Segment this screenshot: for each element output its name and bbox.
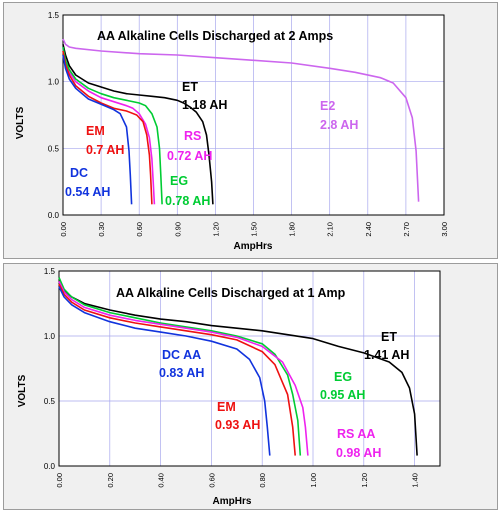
y-tick-label: 1.5 [48,11,60,20]
x-tick-label: 0.60 [207,473,216,488]
x-tick-label: 2.40 [364,222,373,237]
x-axis-label: AmpHrs [234,241,273,252]
annotation-label: 0.54 AH [65,185,110,199]
x-tick-label: 0.80 [258,473,267,488]
series-line-e2 [62,38,420,202]
annotation-label: EM [217,400,236,414]
x-tick-label: 0.30 [97,222,106,237]
y-tick-label: 0.0 [48,211,60,220]
annotation-label: EM [86,124,105,138]
x-tick-label: 1.40 [411,473,420,488]
plot-border [62,14,445,216]
series-line-rs-aa [58,281,309,456]
annotation-label: RS [184,129,201,143]
series-line-em [58,283,296,456]
series-line-em [62,50,153,205]
y-tick-label: 0.5 [48,144,60,153]
y-axis-label: VOLTS [15,106,26,139]
annotation-label: E2 [320,99,335,113]
x-tick-label: 0.40 [157,473,166,488]
series-line-et [58,281,418,456]
x-tick-label: 1.80 [288,222,297,237]
annotation-label: ET [381,330,397,344]
series-line-dc-aa [58,286,271,456]
annotation-label: EG [334,370,352,384]
annotation-label: EG [170,174,188,188]
x-tick-label: 0.90 [173,222,182,237]
annotation-label: 0.7 AH [86,143,124,157]
x-tick-label: 0.00 [55,473,64,488]
chart-title: AA Alkaline Cells Discharged at 2 Amps [97,29,333,43]
plot-border [58,270,441,467]
annotation-label: 1.18 AH [182,98,227,112]
annotation-label: DC [70,166,88,180]
chart-panel-1amp: 0.00 0.20 0.40 0.60 0.80 1.00 1.20 1.40 0.0 0.5 1.… [3,263,498,510]
annotation-label: ET [182,80,198,94]
annotation-label: 2.8 AH [320,118,358,132]
x-tick-label: 0.20 [106,473,115,488]
discharge-chart-1amp: 0.00 0.20 0.40 0.60 0.80 1.00 1.20 1.40 0.0 0.5 1.… [17,267,441,507]
y-tick-label: 0.0 [44,462,56,471]
y-tick-label: 1.0 [44,332,56,341]
chart-panel-2amp: 0.00 0.30 0.60 0.90 1.20 1.50 1.80 2.10 2.40 2.70… [3,2,498,259]
x-tick-label: 0.60 [135,222,144,237]
x-tick-label: 3.00 [440,222,449,237]
x-axis-label: AmpHrs [213,496,252,507]
series-line-eg [58,277,302,456]
y-tick-label: 1.5 [44,267,56,276]
annotation-label: DC AA [162,348,201,362]
y-tick-label: 1.0 [48,78,60,87]
series-line-rs [62,48,156,205]
series-line-dc [62,54,133,205]
annotation-label: 0.95 AH [320,388,365,402]
annotation-label: 0.98 AH [336,446,381,460]
annotation-label: 0.93 AH [215,418,260,432]
plot-area-1amp [58,270,441,467]
annotation-label: 0.78 AH [165,194,210,208]
x-tick-label: 0.00 [59,222,68,237]
x-tick-label: 1.20 [360,473,369,488]
y-tick-label: 0.5 [44,397,56,406]
x-tick-label: 1.00 [309,473,318,488]
x-tick-label: 1.20 [211,222,220,237]
annotation-label: 1.41 AH [364,348,409,362]
x-tick-label: 2.10 [326,222,335,237]
x-tick-label: 1.50 [250,222,259,237]
series-line-et [62,44,214,205]
y-axis-label: VOLTS [17,374,28,407]
chart-title: AA Alkaline Cells Discharged at 1 Amp [116,286,346,300]
discharge-chart-2amp: 0.00 0.30 0.60 0.90 1.20 1.50 1.80 2.10 2.40 2.70… [15,11,449,252]
annotation-label: 0.72 AH [167,149,212,163]
x-tick-label: 2.70 [402,222,411,237]
annotation-label: RS AA [337,427,375,441]
annotation-label: 0.83 AH [159,366,204,380]
series-line-eg [62,46,163,205]
